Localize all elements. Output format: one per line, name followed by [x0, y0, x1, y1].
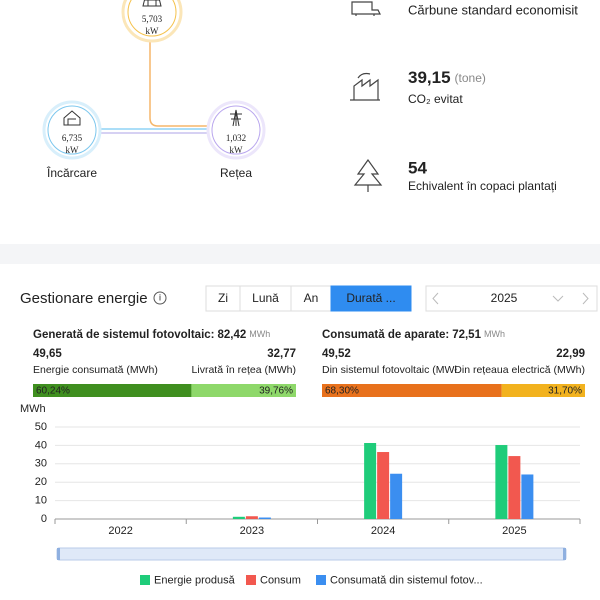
share-segment	[191, 384, 296, 397]
legend-label[interactable]: Consumată din sistemul fotov...	[330, 574, 483, 586]
share-label: Din rețeaua electrică (MWh)	[454, 364, 585, 376]
legend-swatch[interactable]	[140, 575, 150, 585]
bar	[508, 456, 521, 519]
chart: MWh 0 10 20 30 40 50 2022 2023 2024 2025	[20, 403, 581, 537]
y-tick-label: 0	[41, 513, 47, 525]
y-tick-label: 30	[35, 458, 47, 470]
bar	[232, 516, 245, 519]
node-unit: kW	[230, 145, 244, 155]
node-unit: kW	[66, 145, 80, 155]
node-value: 5,703	[142, 14, 163, 24]
summary-total: 72,51	[452, 329, 481, 341]
flow-lines	[98, 40, 210, 134]
stat-value: 39,15 (tone)	[408, 68, 486, 87]
share-value: 49,52	[322, 348, 351, 360]
share-value: 22,99	[556, 348, 585, 360]
share-value: 49,65	[33, 348, 62, 360]
share-percent: 39,76%	[259, 386, 293, 397]
charge-node: 6,735 kW Încărcare	[42, 100, 102, 180]
summary-unit: MWh	[484, 329, 505, 339]
x-tick-label: 2023	[240, 525, 264, 537]
info-icon[interactable]: i	[153, 291, 167, 305]
svg-text:i: i	[159, 292, 161, 302]
share-segment	[322, 384, 502, 397]
tab[interactable]	[239, 285, 292, 312]
legend-label[interactable]: Consum	[260, 574, 301, 586]
share-bars: 49,65 32,77 Energie consumată (MWh) Livrată…	[33, 348, 585, 397]
stat-label: Echivalent în copaci plantați	[408, 179, 557, 193]
tab-label[interactable]: An	[304, 291, 319, 305]
y-axis-title: MWh	[20, 403, 46, 415]
divider	[0, 244, 600, 264]
summary-label: Generată de sistemul fotovoltaic:	[33, 329, 215, 341]
bar	[364, 443, 377, 519]
tree-icon	[353, 158, 383, 192]
factory-icon	[350, 72, 380, 101]
share-value: 32,77	[267, 348, 296, 360]
legend-swatch[interactable]	[316, 575, 326, 585]
share-label: Livrată în rețea (MWh)	[192, 364, 296, 376]
year-picker[interactable]: 2025	[425, 285, 598, 312]
y-tick-label: 20	[35, 476, 47, 488]
summary-label: Consumată de aparate:	[322, 329, 449, 341]
bar	[390, 473, 403, 519]
share-percent: 60,24%	[36, 386, 70, 397]
x-tick-label: 2022	[108, 525, 132, 537]
share-percent: 31,70%	[548, 386, 582, 397]
tab-label[interactable]: Lună	[252, 291, 279, 305]
tab[interactable]	[330, 285, 412, 312]
stat-unit: (tone)	[455, 71, 486, 85]
tab-label[interactable]: Zi	[218, 291, 228, 305]
stat-value: 54	[408, 158, 427, 177]
y-tick-label: 50	[35, 421, 47, 433]
section-title: Gestionare energie	[20, 290, 148, 307]
stat-number: 39,15	[408, 68, 451, 87]
tab[interactable]	[205, 285, 241, 312]
summary-total: 82,42	[218, 329, 247, 341]
pv-node: 5,703 kW	[121, 0, 183, 43]
summary-unit: MWh	[249, 329, 270, 339]
coal-icon	[351, 1, 381, 16]
bar	[258, 517, 271, 519]
node-label: Încărcare	[46, 165, 97, 180]
share-label: Din sistemul fotovoltaic (MWł	[322, 364, 457, 376]
y-tick-label: 10	[35, 495, 47, 507]
share-label: Energie consumată (MWh)	[33, 364, 158, 376]
stats	[350, 1, 383, 192]
bar	[521, 474, 534, 519]
year: 2025	[491, 291, 518, 305]
legend-label[interactable]: Energie produsă	[154, 574, 236, 586]
share-segment	[501, 384, 585, 397]
stat-label: CO₂ evitat	[408, 92, 463, 106]
x-tick-label: 2025	[502, 525, 526, 537]
share-percent: 68,30%	[325, 386, 359, 397]
tab-label[interactable]: Durată ...	[346, 291, 395, 305]
bar	[377, 452, 390, 519]
share-segment	[33, 384, 192, 397]
legend: Energie produsă Consum Consumată din siste…	[140, 574, 483, 586]
y-tick-label: 40	[35, 439, 47, 451]
tab[interactable]	[290, 285, 332, 312]
bar	[495, 445, 508, 519]
node-unit: kW	[146, 26, 160, 36]
node-value: 1,032	[226, 133, 246, 143]
x-tick-label: 2024	[371, 525, 395, 537]
tab-group: Zi Lună An Durată ...	[205, 285, 412, 312]
node-value: 6,735	[62, 133, 83, 143]
summary-title: Consumată de aparate: 72,51 MWh	[322, 329, 505, 341]
bar	[245, 516, 258, 519]
summary-title: Generată de sistemul fotovoltaic: 82,42 MW…	[33, 329, 270, 341]
range-slider[interactable]	[56, 547, 567, 561]
grid-node: 1,032 kW Rețea	[206, 100, 266, 180]
stat-label: Cărbune standard economisit	[408, 2, 578, 17]
node-label: Rețea	[220, 166, 252, 180]
legend-swatch[interactable]	[246, 575, 256, 585]
